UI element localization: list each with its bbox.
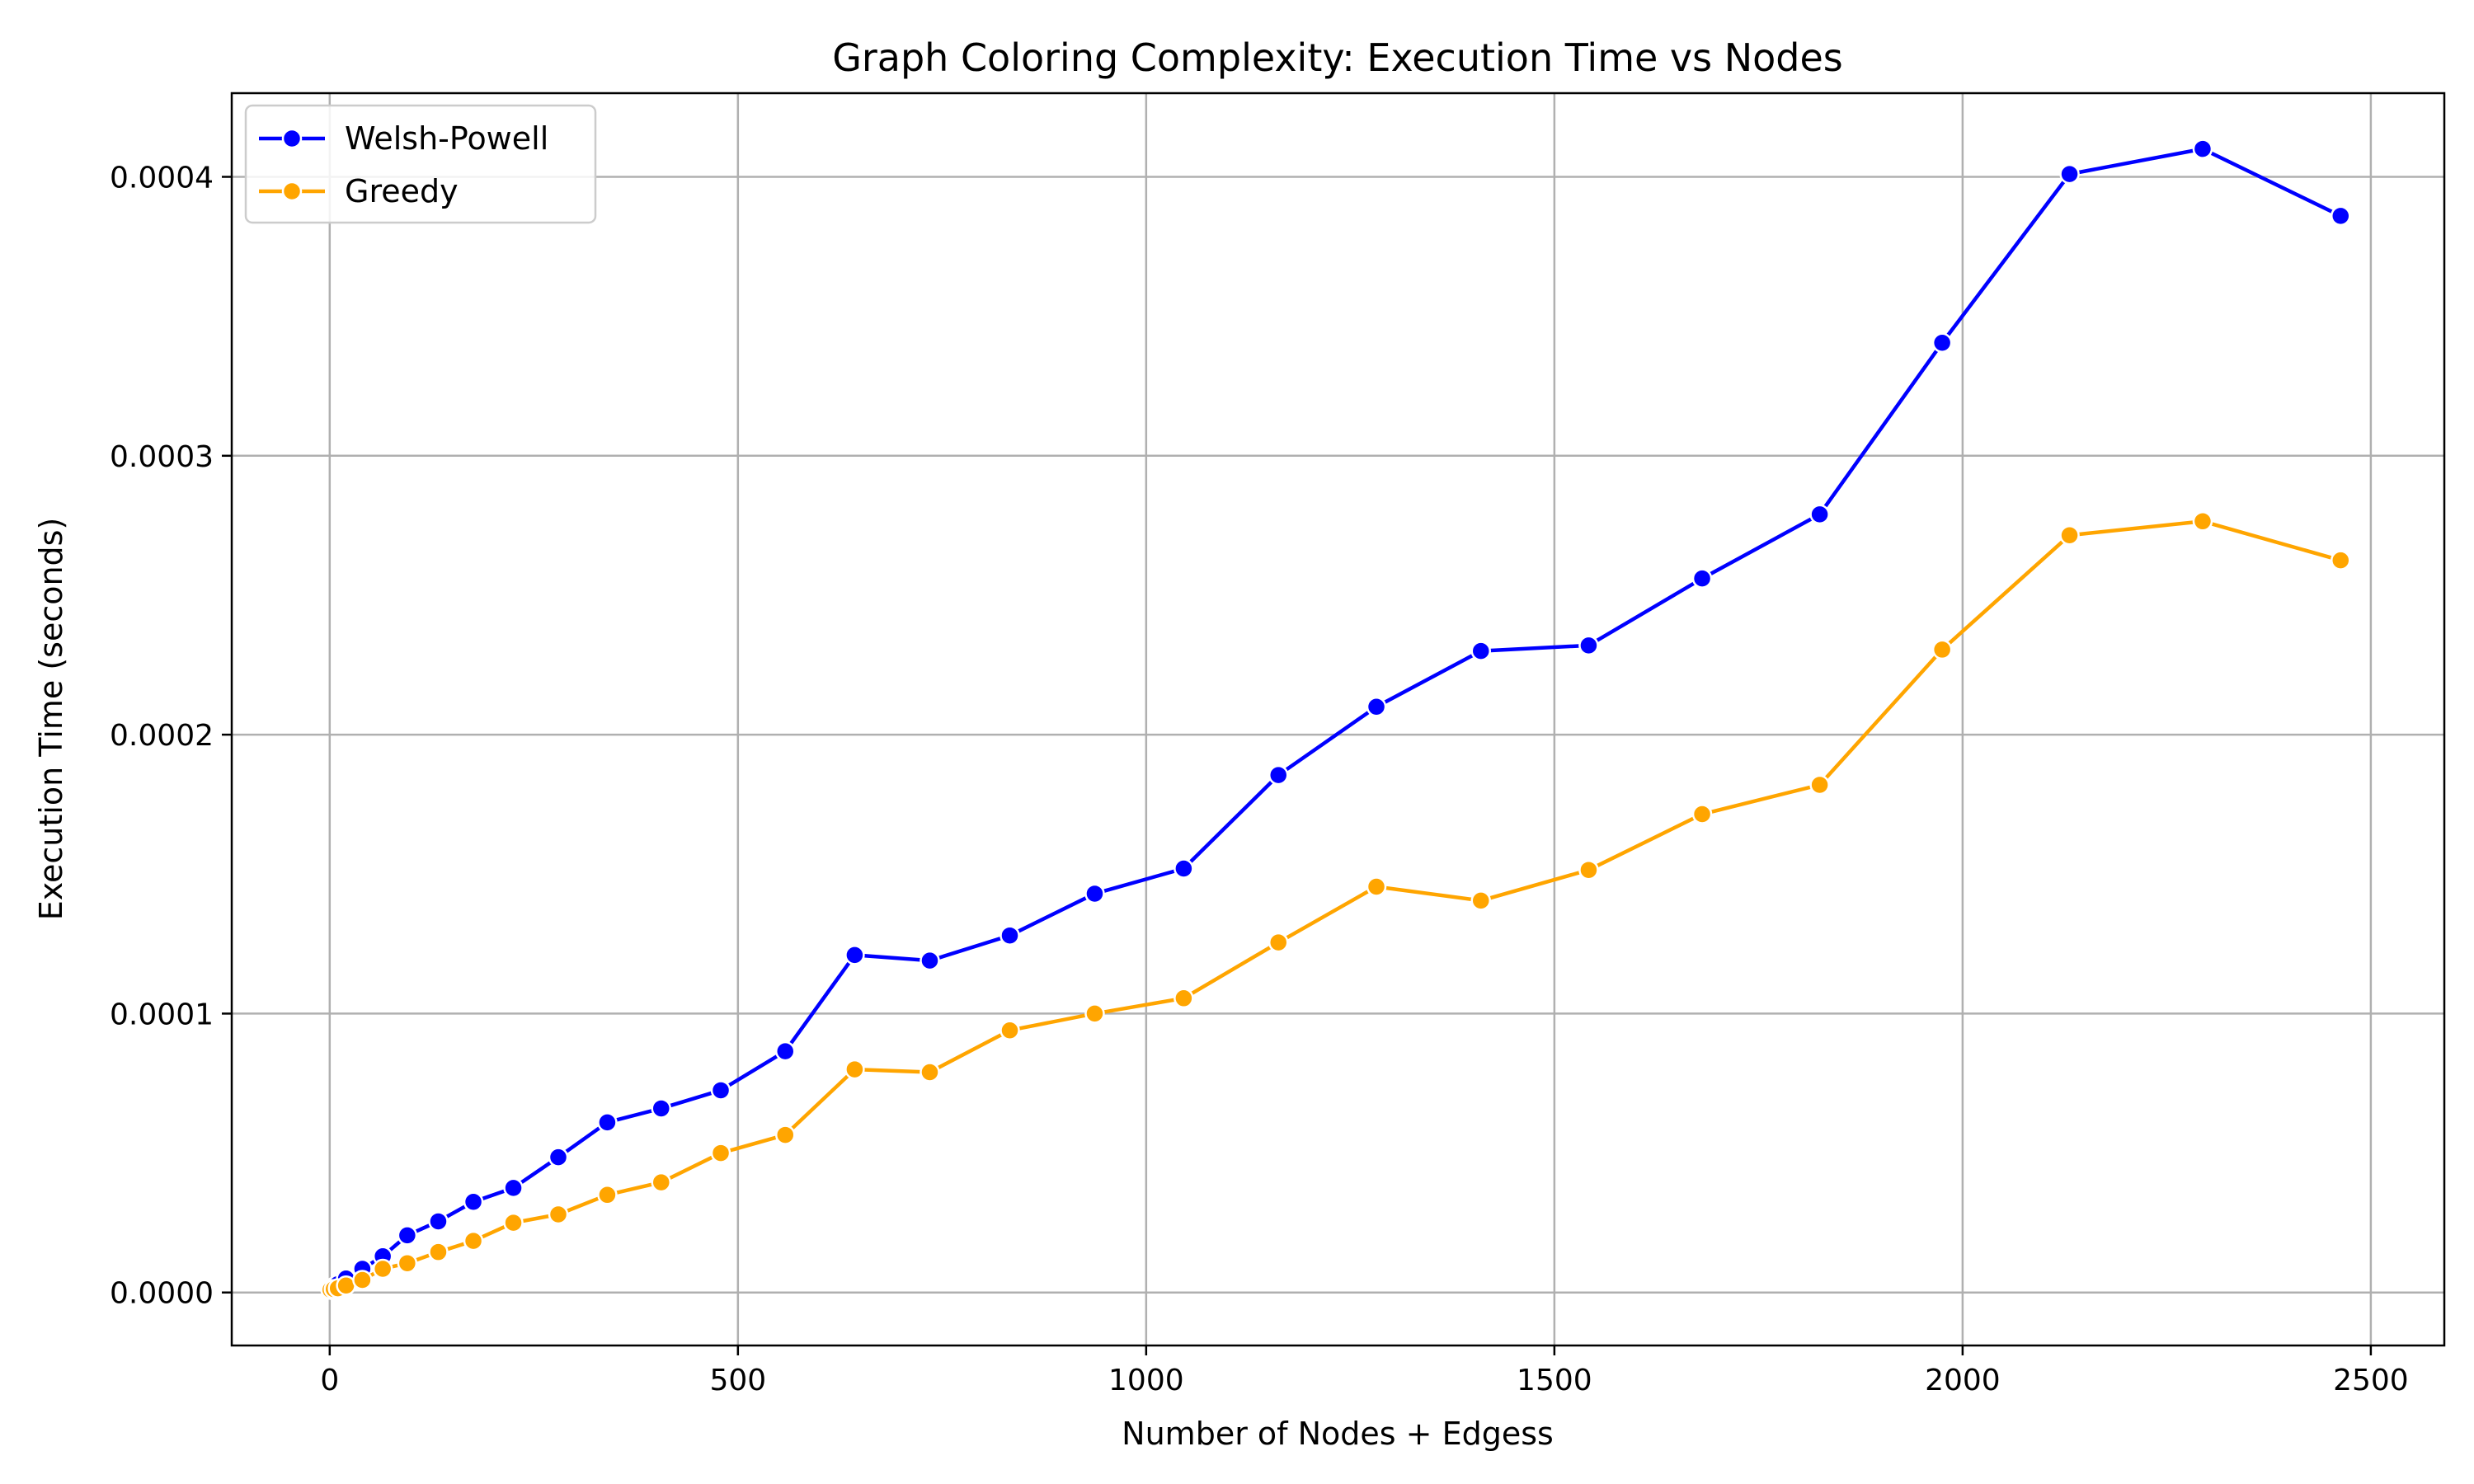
x-tick-label: 1500 [1517,1364,1592,1397]
data-point-welsh-powell [1366,697,1387,717]
data-point-greedy [1470,890,1492,911]
x-tick-label: 500 [709,1364,766,1397]
data-point-welsh-powell [1084,883,1105,904]
data-point-welsh-powell [844,945,865,965]
series-greedy [320,511,2351,1300]
data-point-greedy [463,1230,484,1252]
y-tick-label: 0.0000 [110,1277,214,1311]
data-point-welsh-powell [397,1225,418,1246]
data-point-welsh-powell [1691,568,1713,589]
data-point-greedy [844,1059,865,1080]
data-point-welsh-powell [2059,163,2080,185]
legend: Welsh-Powell Greedy [244,104,597,224]
data-point-welsh-powell [920,950,940,971]
x-axis-label: Number of Nodes + Edgess [1122,1416,1554,1452]
data-point-greedy [597,1185,618,1205]
data-point-welsh-powell [428,1211,449,1232]
y-tick-label: 0.0002 [110,719,214,753]
plot-frame [230,92,2446,1347]
data-point-welsh-powell [999,925,1020,946]
data-point-welsh-powell [1470,641,1492,661]
data-point-welsh-powell [503,1177,524,1199]
data-point-greedy [920,1062,940,1082]
y-tick-label: 0.0001 [110,998,214,1031]
legend-swatch-marker [281,128,303,149]
x-axis: 0 500 1000 1500 2000 2500 [320,1345,2409,1397]
data-point-welsh-powell [775,1040,796,1062]
y-axis-label: Execution Time (seconds) [33,518,69,921]
data-point-greedy [503,1212,524,1233]
data-point-greedy [1578,859,1599,881]
data-point-welsh-powell [2331,205,2351,227]
data-point-greedy [2192,511,2213,532]
data-point-welsh-powell [651,1098,672,1119]
data-point-greedy [1084,1003,1105,1024]
legend-swatch-marker [281,181,303,202]
data-point-greedy [1691,804,1713,824]
data-point-greedy [775,1125,796,1145]
y-tick-label: 0.0003 [110,440,214,474]
series-layer [320,139,2351,1300]
data-point-greedy [2331,550,2351,571]
legend-label: Greedy [345,173,459,209]
data-point-welsh-powell [2192,139,2213,159]
data-point-greedy [428,1242,449,1262]
data-point-welsh-powell [1268,764,1289,786]
data-point-welsh-powell [1809,504,1830,525]
data-point-greedy [1931,639,1953,660]
data-point-welsh-powell [548,1147,569,1167]
data-point-greedy [548,1204,569,1225]
data-point-greedy [397,1252,418,1274]
data-point-welsh-powell [463,1191,484,1213]
y-tick-label: 0.0004 [110,161,214,195]
data-point-greedy [651,1172,672,1193]
data-point-greedy [999,1020,1020,1040]
x-tick-label: 2500 [2333,1364,2409,1397]
data-point-greedy [1174,988,1194,1009]
data-point-welsh-powell [1578,635,1599,656]
data-point-welsh-powell [597,1112,618,1133]
x-tick-label: 1000 [1108,1364,1184,1397]
data-point-greedy [372,1258,393,1280]
y-axis: 0.0000 0.0001 0.0002 0.0003 0.0004 [110,161,232,1311]
chart-title: Graph Coloring Complexity: Execution Tim… [832,35,1843,80]
legend-box [244,104,597,224]
data-point-welsh-powell [710,1080,731,1101]
legend-item-welsh-powell: Welsh-Powell [259,120,548,157]
data-point-greedy [1366,876,1387,897]
data-point-greedy [1268,932,1289,953]
data-point-welsh-powell [1931,332,1953,354]
data-point-greedy [352,1270,373,1290]
data-point-welsh-powell [1174,858,1194,879]
legend-label: Welsh-Powell [345,120,548,157]
legend-item-greedy: Greedy [259,173,459,209]
data-point-greedy [710,1143,731,1163]
data-point-greedy [2059,524,2080,546]
data-point-greedy [1809,774,1830,796]
x-tick-label: 2000 [1925,1364,2001,1397]
x-tick-label: 0 [320,1364,339,1397]
